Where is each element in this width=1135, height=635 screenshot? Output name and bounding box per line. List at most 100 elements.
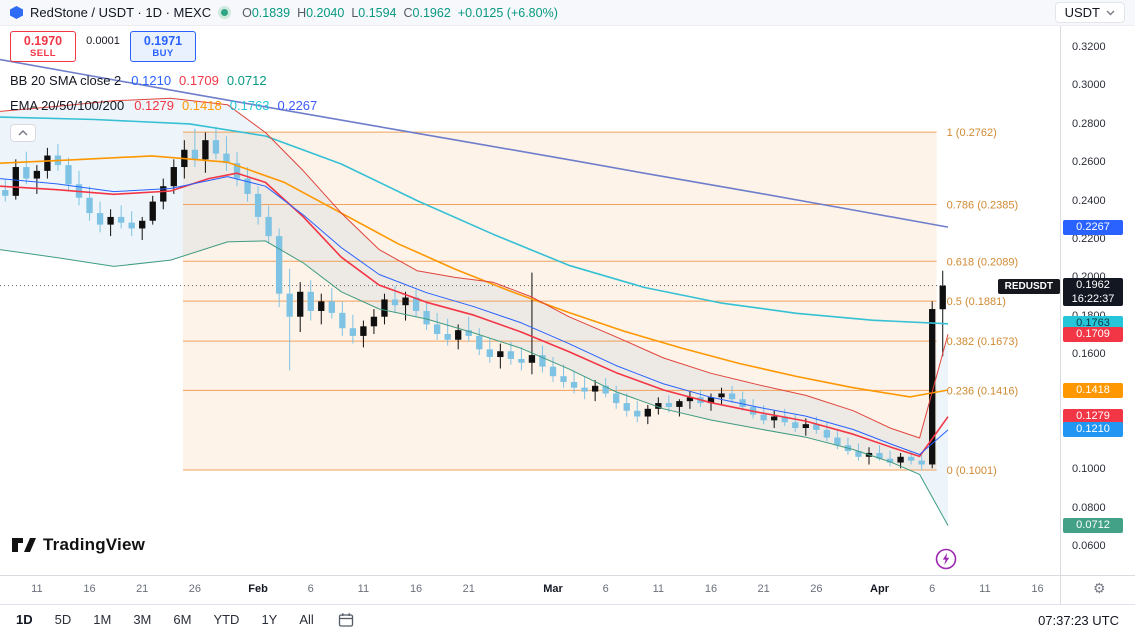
time-axis-label-5: 6 xyxy=(307,583,314,595)
time-axis-label-15: Apr xyxy=(870,583,889,595)
price-change: +0.0125 (+6.80%) xyxy=(457,5,558,20)
range-button-3m[interactable]: 3M xyxy=(133,612,152,627)
last-price-label: 0.1962 16:22:37 xyxy=(1063,278,1123,307)
bb-indicator-label: BB 20 SMA close 2 xyxy=(10,73,122,88)
price-axis-tick-0: 0.3200 xyxy=(1072,41,1106,54)
range-button-6m[interactable]: 6M xyxy=(173,612,192,627)
time-axis-label-17: 11 xyxy=(979,583,991,595)
overlay-bb-lower[interactable] xyxy=(0,240,949,526)
ema-indicator-values: 0.1279 0.1418 0.1763 0.2267 xyxy=(134,98,317,113)
ema200-price-label: 0.2267 xyxy=(1063,219,1123,235)
footer-toolbar: 1D 5D 1M 3M 6M YTD 1Y All 07:37:23 UTC xyxy=(0,604,1135,635)
fib-level-label-0: 1 (0.2762) xyxy=(947,127,997,139)
sell-button[interactable]: 0.1970 SELL xyxy=(10,31,76,62)
bb-value-0: 0.1210 xyxy=(131,73,172,88)
collapse-legend-button[interactable] xyxy=(10,124,36,142)
ema20-price-label: 0.1279 xyxy=(1063,409,1123,425)
range-button-1d[interactable]: 1D xyxy=(16,612,33,627)
ema-indicator-row[interactable]: EMA 20/50/100/200 0.1279 0.1418 0.1763 0.22… xyxy=(10,93,317,118)
fib-level-label-4: 0.382 (0.1673) xyxy=(947,336,1019,348)
ema50-price-label: 0.1418 xyxy=(1063,382,1123,398)
tradingview-logo-icon xyxy=(12,538,36,552)
ohlc-l: L0.1594 xyxy=(351,5,397,20)
time-axis-label-2: 21 xyxy=(136,583,149,595)
price-axis-tick-3: 0.2600 xyxy=(1072,156,1106,169)
time-axis-label-8: 21 xyxy=(462,583,475,595)
time-axis-label-0: 11 xyxy=(31,583,43,595)
price-axis-tick-13: 0.0600 xyxy=(1072,539,1106,552)
chevron-down-icon xyxy=(1106,10,1115,15)
ema-indicator-label: EMA 20/50/100/200 xyxy=(10,98,125,113)
symbol-chip-text: REDUSDT xyxy=(1004,280,1053,292)
bb-lower-price-label: 0.0712 xyxy=(1063,517,1123,533)
time-axis-label-7: 16 xyxy=(409,583,423,595)
axis-settings-corner: ⚙ xyxy=(1060,575,1135,604)
buy-button[interactable]: 0.1971 BUY xyxy=(130,31,196,62)
fib-level-label-3: 0.5 (0.1881) xyxy=(947,296,1006,308)
range-button-all[interactable]: All xyxy=(299,612,314,627)
range-button-1y[interactable]: 1Y xyxy=(261,612,278,627)
time-axis[interactable]: 11 16 21 26 Feb 6 11 16 21 Mar 6 11 16 21 26 Apr 6 11 16 xyxy=(0,575,1060,604)
tradingview-logo-text: TradingView xyxy=(43,535,146,554)
bb-indicator-row[interactable]: BB 20 SMA close 2 0.1210 0.1709 0.0712 xyxy=(10,68,317,93)
quote-currency-label: USDT xyxy=(1064,5,1100,20)
quote-currency-dropdown[interactable]: USDT xyxy=(1054,2,1125,23)
sell-price: 0.1970 xyxy=(23,34,63,48)
range-button-5d[interactable]: 5D xyxy=(54,612,72,627)
candles-series xyxy=(2,126,946,471)
ohlc-h: H0.2040 xyxy=(297,5,345,20)
buy-label: BUY xyxy=(152,48,174,59)
time-axis-label-18: 16 xyxy=(1031,583,1044,595)
bb-value-2: 0.0712 xyxy=(226,73,267,88)
market-status-icon xyxy=(218,6,232,19)
price-axis-tick-12: 0.0800 xyxy=(1072,501,1106,514)
symbol-price-chip: REDUSDT xyxy=(997,278,1060,294)
bb-indicator-values: 0.1210 0.1709 0.0712 xyxy=(131,73,266,88)
go-to-date-icon[interactable] xyxy=(338,612,354,628)
overlay-bb-upper[interactable] xyxy=(0,97,949,439)
candlestick-chart[interactable]: 1 (0.2762) 0.786 (0.2385) 0.618 (0.2089) 0.… xyxy=(0,26,1060,575)
range-button-1m[interactable]: 1M xyxy=(93,612,112,627)
ema-value-3: 0.2267 xyxy=(277,98,318,113)
time-axis-label-16: 6 xyxy=(929,583,936,595)
fib-level-label-5: 0.236 (0.1416) xyxy=(947,385,1019,397)
fib-level-label-6: 0 (0.1001) xyxy=(947,465,997,477)
ema-value-0: 0.1279 xyxy=(134,98,174,113)
time-axis-label-11: 11 xyxy=(652,583,665,595)
range-button-ytd[interactable]: YTD xyxy=(213,612,240,627)
overlay-ema-50[interactable] xyxy=(0,155,949,398)
price-axis-tick-5: 0.2200 xyxy=(1072,232,1106,245)
bb-value-1: 0.1709 xyxy=(179,73,219,88)
overlay-ema-200[interactable] xyxy=(0,58,949,228)
time-axis-label-6: 11 xyxy=(357,583,370,595)
gear-icon[interactable]: ⚙ xyxy=(1093,580,1106,596)
overlay-ema-100[interactable] xyxy=(0,116,949,325)
time-axis-label-4: Feb xyxy=(248,583,268,595)
tradingview-logo[interactable]: TradingView xyxy=(12,535,145,555)
ohlc-o: O0.1839 xyxy=(242,5,291,20)
chart-pane[interactable]: 1 (0.2762) 0.786 (0.2385) 0.618 (0.2089) 0.… xyxy=(0,26,1060,575)
chart-header: RedStone / USDT · 1D · MEXC O0.1839 H0.20… xyxy=(0,0,1135,26)
time-axis-label-12: 16 xyxy=(704,583,718,595)
range-selector: 1D 5D 1M 3M 6M YTD 1Y All xyxy=(16,611,336,629)
price-axis-tick-1: 0.3000 xyxy=(1072,79,1106,92)
time-axis-label-3: 26 xyxy=(188,583,201,595)
chevron-up-icon xyxy=(18,129,28,136)
symbol-title[interactable]: RedStone / USDT · 1D · MEXC xyxy=(30,5,212,20)
price-axis-tick-8: 0.1600 xyxy=(1072,348,1106,361)
time-axis-label-14: 26 xyxy=(810,583,823,595)
order-panel: 0.1970 SELL 0.0001 0.1971 BUY xyxy=(10,31,196,62)
time-axis-label-13: 21 xyxy=(757,583,770,595)
price-axis-tick-11: 0.1000 xyxy=(1072,463,1106,476)
price-axis[interactable]: 0.32000.30000.28000.26000.24000.22000.20… xyxy=(1060,26,1135,575)
ema-value-1: 0.1418 xyxy=(181,98,222,113)
clock-utc[interactable]: 07:37:23 UTC xyxy=(1038,612,1119,628)
bb-basis-price-label: 0.1210 xyxy=(1063,422,1123,438)
price-axis-tick-4: 0.2400 xyxy=(1072,194,1106,207)
overlay-bb-basis[interactable] xyxy=(0,176,949,455)
bollinger-band-fill xyxy=(0,98,948,526)
boost-lightning-icon[interactable] xyxy=(933,546,959,572)
ema-value-2: 0.1763 xyxy=(229,98,270,113)
fib-level-label-2: 0.618 (0.2089) xyxy=(947,256,1019,268)
